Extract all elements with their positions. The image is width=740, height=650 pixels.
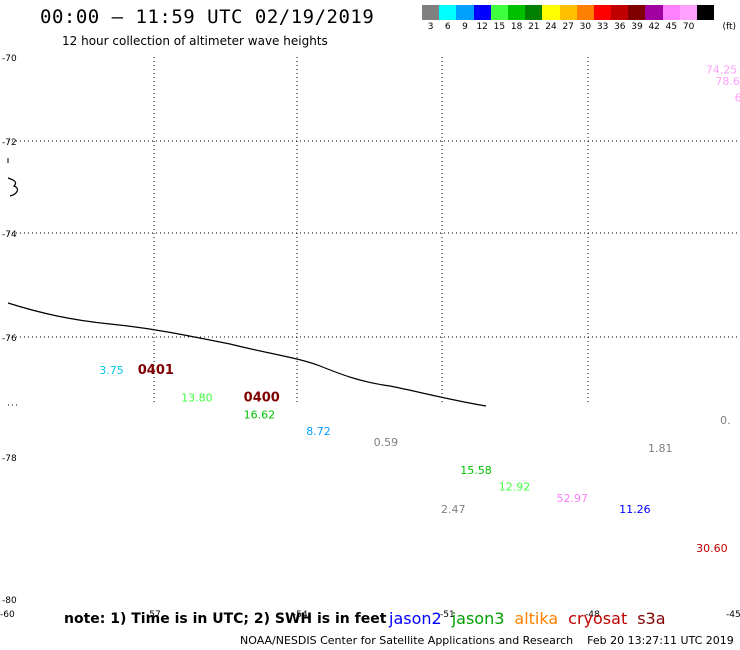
lon-tick-label: -45 <box>726 610 740 620</box>
wave-height-value: 74.25 <box>706 64 738 77</box>
legend-swatch <box>576 5 594 20</box>
lat-tick-label: -76 <box>2 334 17 344</box>
credit-text: NOAA/NESDIS Center for Satellite Applica… <box>240 634 574 647</box>
legend-swatch <box>456 5 474 20</box>
legend-swatch <box>697 5 715 20</box>
legend-swatch <box>645 5 663 20</box>
satellite-key: jason2 jason3 altika cryosat s3a <box>389 609 676 628</box>
legend-swatches <box>422 5 715 20</box>
lat-tick-label: -70 <box>2 54 17 64</box>
legend-swatch <box>679 5 697 20</box>
color-legend: 3 6 9 12 15 18 21 24 27 30 33 36 39 42 45 70 <box>422 5 715 34</box>
legend-label: 30 <box>579 22 592 32</box>
axis-tick-labels: -70 -72 -74 -76 -78 -80 -60 -57 -54 -51 -48 -45 <box>0 54 740 620</box>
lon-tick-label: -60 <box>0 610 15 620</box>
footnote: note: 1) Time is in UTC; 2) SWH is in fe… <box>64 611 387 627</box>
lon-tick-label: -54 <box>293 610 308 620</box>
wave-height-value: 1.81 <box>648 442 673 455</box>
wave-height-value: 3.75 <box>99 364 124 377</box>
map-title: 00:00 – 11:59 UTC 02/19/2019 <box>40 6 375 28</box>
legend-swatch <box>662 5 680 20</box>
legend-label: 24 <box>545 22 557 32</box>
lat-tick-label: -72 <box>2 138 17 148</box>
legend-label: 39 <box>631 22 643 32</box>
wave-height-value: 11.26 <box>619 503 651 516</box>
satellite-label: jason2 <box>389 609 442 628</box>
legend-swatch <box>611 5 629 20</box>
legend-label: 18 <box>510 22 523 32</box>
wave-height-value: 30.60 <box>696 542 728 555</box>
legend-label: 6 <box>444 22 451 32</box>
legend-label: 45 <box>665 22 678 32</box>
wave-height-value: 78.60 <box>715 75 740 88</box>
legend-swatch <box>559 5 577 20</box>
graticule-grid <box>8 57 740 406</box>
legend-swatch <box>490 5 508 20</box>
legend-swatch <box>422 5 440 20</box>
legend-labels: 3 6 9 12 15 18 21 24 27 30 33 36 39 42 45 70 <box>422 22 714 34</box>
legend-label: 36 <box>614 22 626 32</box>
legend-label: 70 <box>682 22 695 32</box>
wave-height-value: 2.47 <box>441 503 466 516</box>
legend-swatch <box>628 5 646 20</box>
credit-line: NOAA/NESDIS Center for Satellite Applica… <box>240 634 734 647</box>
legend-swatch <box>525 5 543 20</box>
generated-timestamp: Feb 20 13:27:11 UTC 2019 <box>587 634 734 647</box>
coastline <box>7 158 487 407</box>
lon-tick-label: -48 <box>585 610 600 620</box>
wave-height-value: 16.62 <box>244 408 276 421</box>
legend-swatch <box>593 5 612 20</box>
legend-label: 27 <box>562 22 574 32</box>
wave-height-value: 0.59 <box>374 436 399 449</box>
legend-label: 9 <box>462 22 468 32</box>
legend-swatch <box>507 5 526 20</box>
legend-label: 42 <box>648 22 660 32</box>
wave-height-value: 52.97 <box>557 492 589 505</box>
lon-tick-label: -57 <box>146 610 161 620</box>
satellite-label: s3a <box>637 609 666 628</box>
satellite-label: jason3 <box>451 609 505 628</box>
wave-height-value: 13.80 <box>181 392 213 405</box>
island-outline <box>7 177 19 197</box>
wave-height-value: 12.92 <box>499 481 530 494</box>
wave-height-observations: 3.75 13.80 16.62 8.72 0.59 15.58 12.92 2.47 52.9… <box>99 64 740 555</box>
wave-height-value: 8.72 <box>306 425 331 438</box>
wave-height-value: 0. <box>720 414 731 427</box>
lat-tick-label: -78 <box>2 454 17 464</box>
legend-label: 33 <box>596 22 609 32</box>
time-label: 0401 <box>138 363 174 378</box>
legend-label: 12 <box>476 22 488 32</box>
wave-height-value: 62 <box>735 91 740 104</box>
legend-swatch <box>542 5 560 20</box>
lat-tick-label: -80 <box>2 596 17 606</box>
legend-units: (ft) <box>722 22 736 32</box>
map-subtitle: 12 hour collection of altimeter wave hei… <box>62 34 328 48</box>
satellite-label: cryosat <box>568 609 628 628</box>
time-label: 0400 <box>244 391 280 406</box>
legend-swatch <box>439 5 457 20</box>
wave-height-value: 15.58 <box>460 464 492 477</box>
satellite-label: altika <box>514 609 559 628</box>
legend-label: 3 <box>427 22 434 32</box>
legend-label: 15 <box>493 22 506 32</box>
coastline-path <box>7 302 487 407</box>
lat-tick-label: -74 <box>2 230 17 240</box>
legend-label: 21 <box>528 22 540 32</box>
lon-tick-label: -51 <box>440 610 455 620</box>
legend-swatch <box>473 5 491 20</box>
